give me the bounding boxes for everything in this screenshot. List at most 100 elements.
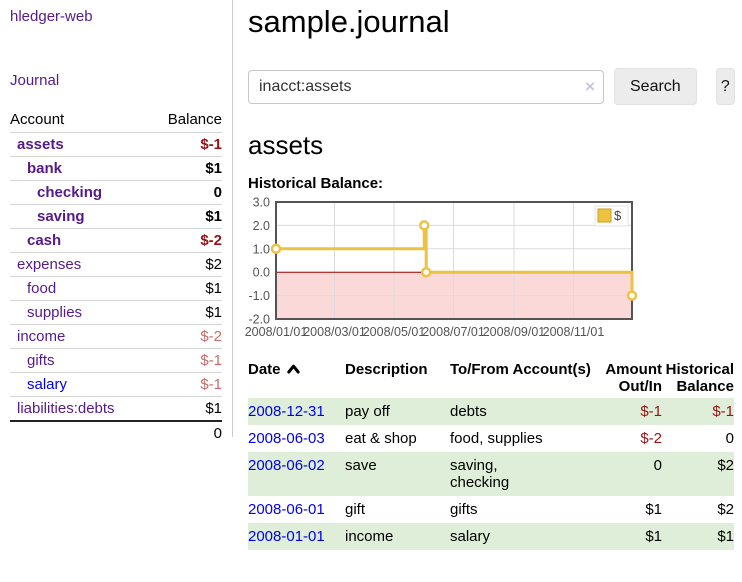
account-link-assets[interactable]: assets xyxy=(17,136,64,153)
account-balance: $1 xyxy=(205,280,222,297)
accounts-table: Account Balance assets $-1 bank $1 checking 0… xyxy=(10,108,222,445)
search-input[interactable] xyxy=(248,69,604,104)
svg-text:2008/01/01: 2008/01/01 xyxy=(245,325,308,339)
transaction-amount: $1 xyxy=(645,501,662,518)
transaction-accounts: food, supplies xyxy=(450,430,543,447)
account-row: supplies $1 xyxy=(10,300,222,325)
plot-border xyxy=(275,201,633,320)
transaction-balance: $2 xyxy=(717,501,734,518)
transactions-table: Date Description To/From Account(s) Amou… xyxy=(248,358,734,550)
transaction-accounts: saving, checking xyxy=(450,457,510,491)
account-link-gifts[interactable]: gifts xyxy=(27,352,55,369)
account-row: assets $-1 xyxy=(10,132,222,157)
svg-text:2008/11/01: 2008/11/01 xyxy=(543,325,605,339)
transaction-date-link[interactable]: 2008-12-31 xyxy=(248,403,325,420)
account-row: liabilities:debts $1 xyxy=(10,396,222,422)
account-row: bank $1 xyxy=(10,156,222,181)
data-point-marker xyxy=(419,220,430,231)
account-link-checking[interactable]: checking xyxy=(37,184,103,201)
transaction-accounts: gifts xyxy=(450,501,478,518)
col-description: Description xyxy=(345,361,428,378)
legend-swatch xyxy=(597,208,612,223)
transaction-amount: $-1 xyxy=(640,403,662,420)
accounts-col-account: Account xyxy=(10,108,150,133)
transaction-description: pay off xyxy=(345,403,390,420)
transaction-description: eat & shop xyxy=(345,430,417,447)
search-button[interactable]: Search xyxy=(614,68,697,105)
sidebar-item-journal[interactable]: Journal xyxy=(10,72,60,89)
svg-text:1.0: 1.0 xyxy=(253,242,270,256)
account-balance: $-2 xyxy=(200,328,222,345)
data-point-marker xyxy=(420,266,432,278)
account-row: cash $-2 xyxy=(10,228,222,253)
transaction-date-link[interactable]: 2008-06-03 xyxy=(248,430,325,447)
search-bar: × Search ? xyxy=(248,68,735,105)
account-row: gifts $-1 xyxy=(10,348,222,373)
account-link-expenses[interactable]: expenses xyxy=(17,256,82,273)
accounts-total-value: 0 xyxy=(149,420,222,445)
transaction-balance: 0 xyxy=(725,430,734,447)
account-link-income[interactable]: income xyxy=(17,328,66,345)
account-row: expenses $2 xyxy=(10,252,222,277)
account-link-liabilities-debts[interactable]: liabilities:debts xyxy=(17,400,115,417)
svg-text:2008/03/01: 2008/03/01 xyxy=(303,325,366,339)
transaction-date-link[interactable]: 2008-06-02 xyxy=(248,457,325,474)
account-balance: $1 xyxy=(205,160,222,177)
accounts-col-balance: Balance xyxy=(149,108,222,133)
account-link-food[interactable]: food xyxy=(27,280,57,297)
col-date-label: Date xyxy=(248,361,281,378)
transaction-date-link[interactable]: 2008-06-01 xyxy=(248,501,325,518)
transaction-description: gift xyxy=(345,501,366,518)
account-link-cash[interactable]: cash xyxy=(27,232,62,249)
svg-text:2008/07/01: 2008/07/01 xyxy=(422,325,485,339)
transaction-row[interactable]: 2008-12-31 pay off debts $-1 $-1 xyxy=(248,398,734,425)
account-balance: $-1 xyxy=(200,352,222,369)
col-date-sort[interactable]: Date xyxy=(248,358,345,398)
account-balance: $1 xyxy=(205,304,222,321)
chart-label: Historical Balance: xyxy=(248,175,384,192)
transaction-balance: $1 xyxy=(717,528,734,545)
account-balance: $2 xyxy=(205,256,222,273)
account-balance: $-1 xyxy=(200,136,222,153)
transaction-date-link[interactable]: 2008-01-01 xyxy=(248,528,325,545)
transaction-row[interactable]: 2008-01-01 income salary $1 $1 xyxy=(248,523,734,550)
data-point-marker xyxy=(270,243,282,255)
account-balance: $-1 xyxy=(200,376,222,393)
account-balance: $1 xyxy=(205,208,222,225)
page-title: sample.journal xyxy=(248,4,450,39)
account-row: saving $1 xyxy=(10,204,222,229)
transaction-accounts: debts xyxy=(450,403,487,420)
transaction-balance: $-1 xyxy=(712,403,734,420)
transaction-amount: 0 xyxy=(653,457,662,474)
account-balance: $-2 xyxy=(200,232,222,249)
svg-text:2.0: 2.0 xyxy=(253,219,270,233)
transactions-header-row: Date Description To/From Account(s) Amou… xyxy=(248,358,734,398)
help-button[interactable]: ? xyxy=(715,68,735,105)
account-link-supplies[interactable]: supplies xyxy=(27,304,83,321)
sort-ascending-icon xyxy=(286,361,300,378)
account-row: salary $-1 xyxy=(10,372,222,397)
transaction-accounts: salary xyxy=(450,528,491,545)
account-row: income $-2 xyxy=(10,324,222,349)
accounts-total-row: 0 xyxy=(10,420,222,445)
col-accounts: To/From Account(s) xyxy=(450,361,591,378)
transaction-row[interactable]: 2008-06-01 gift gifts $1 $2 xyxy=(248,496,734,523)
account-link-bank[interactable]: bank xyxy=(27,160,63,177)
clear-search-icon[interactable]: × xyxy=(585,76,595,96)
account-row: checking 0 xyxy=(10,180,222,205)
app-brand-link[interactable]: hledger-web xyxy=(10,8,93,25)
col-amount: Amount Out/In xyxy=(605,361,662,395)
account-balance: $1 xyxy=(205,400,222,417)
transaction-row[interactable]: 2008-06-03 eat & shop food, supplies $-2 0 xyxy=(248,425,734,452)
transaction-description: save xyxy=(345,457,377,474)
search-input-wrap: × xyxy=(248,69,604,104)
transaction-row[interactable]: 2008-06-02 save saving, checking 0 $2 xyxy=(248,452,734,496)
transaction-amount: $-2 xyxy=(640,430,662,447)
svg-text:$: $ xyxy=(614,208,622,223)
accounts-table-header-row: Account Balance xyxy=(10,108,222,133)
svg-text:3.0: 3.0 xyxy=(253,196,270,210)
account-link-salary[interactable]: salary xyxy=(27,376,68,393)
account-link-saving[interactable]: saving xyxy=(37,208,85,225)
svg-text:-2.0: -2.0 xyxy=(248,313,270,327)
chart-legend: $ xyxy=(594,205,629,227)
